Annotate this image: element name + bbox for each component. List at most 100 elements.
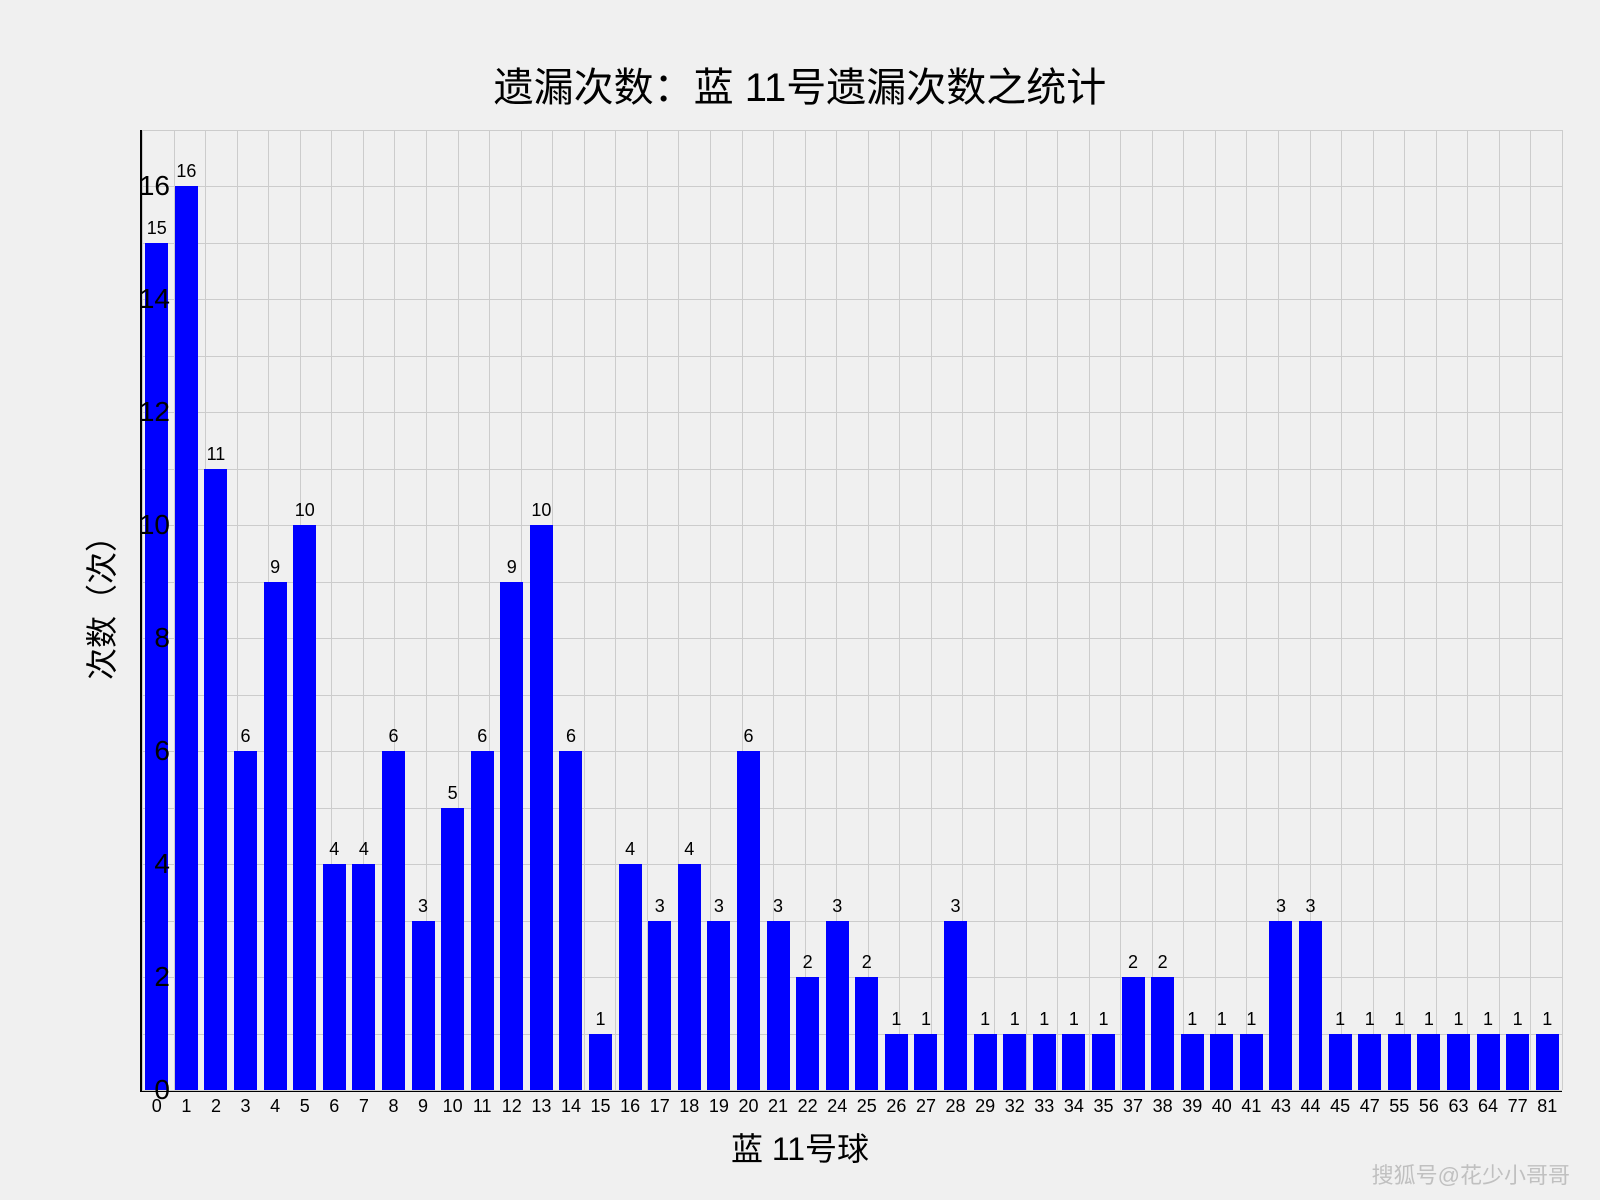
bar (885, 1034, 908, 1090)
y-tick-label: 12 (130, 396, 170, 428)
bar-value-label: 5 (448, 783, 458, 804)
bar-value-label: 1 (1542, 1009, 1552, 1030)
x-tick-label: 40 (1212, 1096, 1232, 1117)
bar (204, 469, 227, 1090)
bar-value-label: 10 (295, 500, 315, 521)
gridline-h (142, 808, 1562, 809)
gridline-v (1562, 130, 1563, 1090)
y-tick-label: 0 (130, 1074, 170, 1106)
x-tick-label: 43 (1271, 1096, 1291, 1117)
gridline-h (142, 582, 1562, 583)
bar (1358, 1034, 1381, 1090)
x-tick-label: 28 (946, 1096, 966, 1117)
x-tick-label: 63 (1448, 1096, 1468, 1117)
bar-value-label: 1 (1365, 1009, 1375, 1030)
gridline-v (584, 130, 585, 1090)
gridline-v (868, 130, 869, 1090)
bar-value-label: 1 (1187, 1009, 1197, 1030)
bar-value-label: 1 (891, 1009, 901, 1030)
bar-value-label: 3 (1306, 896, 1316, 917)
y-tick-label: 10 (130, 509, 170, 541)
bar-value-label: 6 (477, 726, 487, 747)
chart-title: 遗漏次数：蓝 11号遗漏次数之统计 (0, 55, 1600, 113)
bar-value-label: 1 (1394, 1009, 1404, 1030)
gridline-v (1341, 130, 1342, 1090)
bar-value-label: 11 (207, 444, 226, 465)
x-tick-label: 44 (1301, 1096, 1321, 1117)
bar (323, 864, 346, 1090)
bar (1299, 921, 1322, 1090)
gridline-h (142, 638, 1562, 639)
x-tick-label: 22 (798, 1096, 818, 1117)
y-tick-label: 16 (130, 170, 170, 202)
bar (737, 751, 760, 1090)
gridline-v (1436, 130, 1437, 1090)
bar-value-label: 1 (1335, 1009, 1345, 1030)
x-tick-label: 14 (561, 1096, 581, 1117)
bar-value-label: 1 (1513, 1009, 1523, 1030)
gridline-v (805, 130, 806, 1090)
gridline-v (1152, 130, 1153, 1090)
bar (1181, 1034, 1204, 1090)
bar-value-label: 6 (743, 726, 753, 747)
x-tick-label: 47 (1360, 1096, 1380, 1117)
x-tick-label: 32 (1005, 1096, 1025, 1117)
x-tick-label: 24 (827, 1096, 847, 1117)
x-tick-label: 35 (1093, 1096, 1113, 1117)
x-tick-label: 45 (1330, 1096, 1350, 1117)
x-tick-label: 81 (1537, 1096, 1557, 1117)
y-axis-label: 次数（次） (77, 520, 123, 680)
bar (264, 582, 287, 1090)
gridline-v (1404, 130, 1405, 1090)
bar (1329, 1034, 1352, 1090)
gridline-h (142, 243, 1562, 244)
bar (1269, 921, 1292, 1090)
bar-value-label: 1 (1098, 1009, 1108, 1030)
x-tick-label: 37 (1123, 1096, 1143, 1117)
bar (1477, 1034, 1500, 1090)
x-tick-label: 33 (1034, 1096, 1054, 1117)
bar-value-label: 9 (270, 557, 280, 578)
bar (1210, 1034, 1233, 1090)
bar-value-label: 9 (507, 557, 517, 578)
bar-value-label: 2 (1128, 952, 1138, 973)
gridline-v (1026, 130, 1027, 1090)
x-tick-label: 17 (650, 1096, 670, 1117)
gridline-h (142, 1090, 1562, 1091)
bar (1447, 1034, 1470, 1090)
bar (855, 977, 878, 1090)
bar-value-label: 4 (359, 839, 369, 860)
bar-value-label: 6 (241, 726, 251, 747)
bar (1003, 1034, 1026, 1090)
x-tick-label: 34 (1064, 1096, 1084, 1117)
bar-value-label: 3 (832, 896, 842, 917)
bar (382, 751, 405, 1090)
x-tick-label: 29 (975, 1096, 995, 1117)
x-tick-label: 8 (388, 1096, 398, 1117)
gridline-v (1373, 130, 1374, 1090)
bar-value-label: 6 (566, 726, 576, 747)
x-tick-label: 11 (473, 1096, 492, 1117)
bar (648, 921, 671, 1090)
bar (914, 1034, 937, 1090)
bar (826, 921, 849, 1090)
bar (441, 808, 464, 1090)
bar (796, 977, 819, 1090)
gridline-v (1057, 130, 1058, 1090)
gridline-v (1089, 130, 1090, 1090)
y-tick-label: 4 (130, 848, 170, 880)
gridline-h (142, 412, 1562, 413)
bar-value-label: 6 (388, 726, 398, 747)
x-tick-label: 7 (359, 1096, 369, 1117)
bar (500, 582, 523, 1090)
gridline-h (142, 751, 1562, 752)
bar-value-label: 1 (1010, 1009, 1020, 1030)
gridline-v (1499, 130, 1500, 1090)
bar (1062, 1034, 1085, 1090)
x-tick-label: 77 (1508, 1096, 1528, 1117)
bar (559, 751, 582, 1090)
bar-value-label: 4 (684, 839, 694, 860)
bar-value-label: 10 (531, 500, 551, 521)
bar (1033, 1034, 1056, 1090)
bar-value-label: 1 (1424, 1009, 1434, 1030)
